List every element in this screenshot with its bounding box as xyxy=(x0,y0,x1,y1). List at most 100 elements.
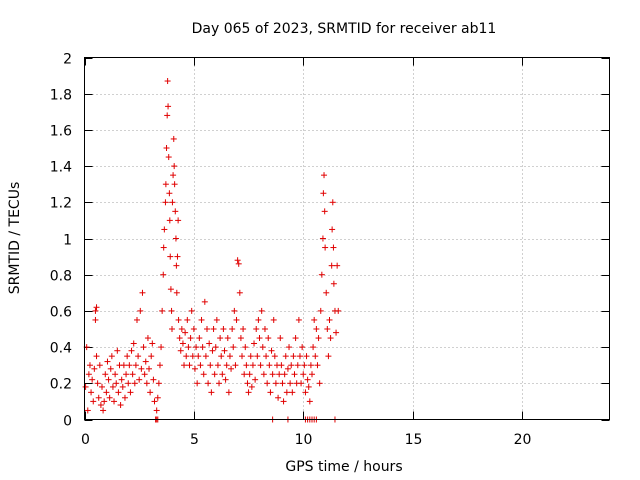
data-point xyxy=(201,298,208,305)
data-point xyxy=(254,353,261,360)
data-point xyxy=(223,362,230,369)
y-tick-label: 0.4 xyxy=(50,341,72,357)
data-point xyxy=(275,394,282,401)
data-point xyxy=(248,383,255,390)
data-point xyxy=(193,344,200,351)
y-tick-label: 0.8 xyxy=(50,269,72,285)
data-point xyxy=(114,347,121,354)
data-point xyxy=(219,371,226,378)
data-point xyxy=(147,389,154,396)
data-point xyxy=(295,316,302,323)
data-point xyxy=(172,208,179,215)
y-tick-label: 0.6 xyxy=(50,305,72,321)
data-point xyxy=(149,340,156,347)
data-point xyxy=(86,362,93,369)
data-point xyxy=(137,307,144,314)
data-point xyxy=(101,398,108,405)
data-point xyxy=(334,262,341,269)
data-point xyxy=(269,371,276,378)
data-point xyxy=(258,307,265,314)
data-point xyxy=(146,365,153,372)
chart-title: Day 065 of 2023, SRMTID for receiver ab1… xyxy=(192,21,497,37)
data-point xyxy=(202,353,209,360)
data-point xyxy=(244,380,251,387)
data-point xyxy=(197,362,204,369)
data-point xyxy=(226,353,233,360)
data-point xyxy=(165,154,172,161)
data-point xyxy=(210,326,217,332)
data-point xyxy=(169,199,176,206)
data-point xyxy=(173,262,180,269)
data-point xyxy=(91,365,98,372)
data-point xyxy=(160,271,167,278)
data-point xyxy=(324,326,331,332)
data-point xyxy=(186,362,193,369)
data-point xyxy=(92,307,99,314)
data-point xyxy=(128,347,135,354)
data-point xyxy=(209,347,216,354)
data-point xyxy=(296,353,303,360)
data-point xyxy=(245,389,252,396)
data-point xyxy=(198,316,205,323)
data-point xyxy=(237,335,244,342)
data-point xyxy=(230,344,237,351)
data-point xyxy=(167,286,174,293)
y-tick-label: 1.8 xyxy=(50,88,72,104)
data-point xyxy=(286,344,293,351)
data-point xyxy=(299,344,306,351)
data-point xyxy=(287,380,294,387)
data-point xyxy=(323,289,330,296)
data-point xyxy=(93,304,100,311)
axis-ticks: 00.20.40.60.811.21.41.61.820 5 10 15 20 xyxy=(50,52,610,448)
data-point xyxy=(166,217,173,224)
x-tick-label: 10 xyxy=(295,432,313,448)
data-point xyxy=(176,335,183,342)
data-point xyxy=(166,190,173,197)
data-point xyxy=(314,362,321,369)
data-point xyxy=(294,362,301,369)
data-point xyxy=(280,398,287,405)
data-point xyxy=(88,389,95,396)
data-point xyxy=(170,172,177,179)
data-point xyxy=(156,362,163,369)
data-point xyxy=(194,380,201,387)
data-point xyxy=(178,326,185,332)
data-point xyxy=(216,380,223,387)
data-point xyxy=(94,380,101,387)
data-point xyxy=(129,371,136,378)
data-point xyxy=(246,371,253,378)
data-point xyxy=(321,172,328,179)
data-point xyxy=(164,112,171,119)
data-point xyxy=(119,383,126,390)
data-point xyxy=(207,362,214,369)
data-point xyxy=(99,383,105,390)
data-point xyxy=(305,383,312,390)
data-point xyxy=(130,340,137,347)
data-point xyxy=(257,362,264,369)
data-point xyxy=(120,362,127,369)
data-point xyxy=(211,371,218,378)
data-point xyxy=(270,316,277,323)
data-point xyxy=(318,271,325,278)
data-point xyxy=(109,383,116,390)
data-point xyxy=(103,389,110,396)
data-point xyxy=(333,329,340,336)
data-point xyxy=(208,389,215,396)
data-point xyxy=(154,394,161,401)
data-point xyxy=(163,145,170,151)
data-point xyxy=(162,181,169,188)
y-tick-label: 0.2 xyxy=(50,377,72,393)
data-point xyxy=(113,380,120,387)
data-point xyxy=(217,335,224,342)
data-point xyxy=(206,340,213,347)
data-point xyxy=(142,358,149,365)
data-point xyxy=(284,365,291,372)
data-point xyxy=(290,353,297,360)
data-point xyxy=(252,376,259,383)
data-point xyxy=(264,380,271,387)
data-point xyxy=(125,380,132,387)
data-point xyxy=(301,362,308,369)
data-point xyxy=(188,307,195,314)
data-point xyxy=(181,362,188,369)
data-point xyxy=(115,389,122,396)
